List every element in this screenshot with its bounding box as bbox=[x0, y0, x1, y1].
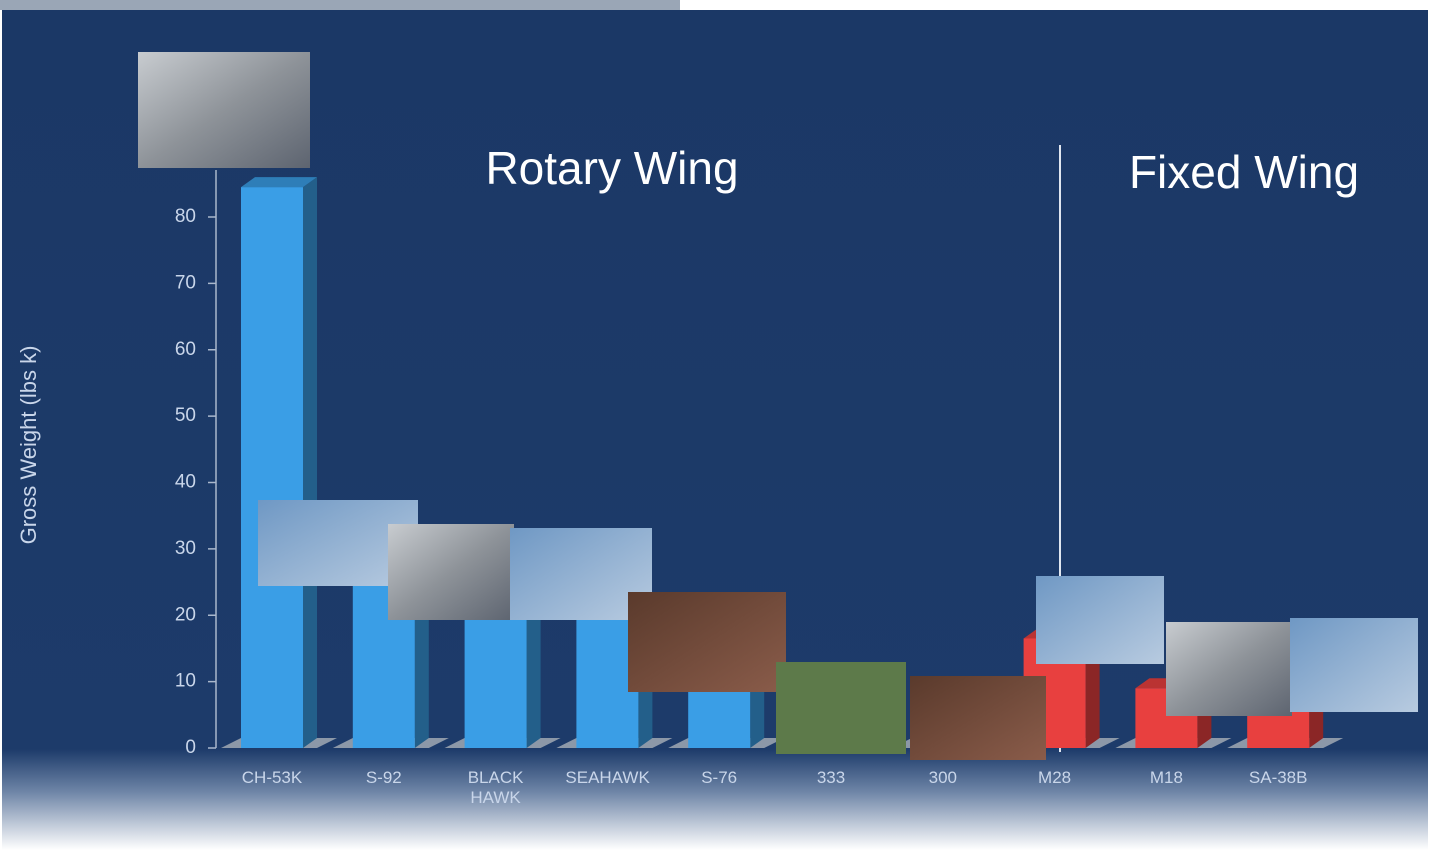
y-tick-label: 50 bbox=[175, 405, 196, 426]
y-tick-label: 60 bbox=[175, 339, 196, 360]
photo bbox=[138, 52, 310, 168]
x-tick-label: S-92 bbox=[342, 768, 426, 788]
photo bbox=[1166, 622, 1292, 716]
top-strip bbox=[0, 0, 680, 10]
y-tick-label: 30 bbox=[175, 538, 196, 559]
photo bbox=[628, 592, 786, 692]
photo bbox=[1036, 576, 1164, 664]
x-tick-label: M28 bbox=[1013, 768, 1097, 788]
x-tick-label: S-76 bbox=[677, 768, 761, 788]
y-tick-label: 10 bbox=[175, 671, 196, 692]
section-title: Fixed Wing bbox=[1129, 146, 1359, 198]
photo bbox=[388, 524, 514, 620]
page: 0 10 20 30 40 50 60 70 80 Rotary Wing Fixed Wing… bbox=[0, 0, 1435, 859]
y-tick-label: 20 bbox=[175, 604, 196, 625]
x-tick-label: SEAHAWK bbox=[565, 768, 649, 788]
y-tick-label: 0 bbox=[185, 737, 196, 758]
x-tick-label: 333 bbox=[789, 768, 873, 788]
y-tick-label: 40 bbox=[175, 472, 196, 493]
x-tick-label: SA-38B bbox=[1236, 768, 1320, 788]
x-tick-label: 300 bbox=[901, 768, 985, 788]
y-axis-label: Gross Weight (lbs k) bbox=[16, 346, 41, 545]
photo bbox=[910, 676, 1046, 760]
y-tick-label: 70 bbox=[175, 272, 196, 293]
bar bbox=[241, 187, 303, 748]
photo bbox=[1290, 618, 1418, 712]
photo bbox=[776, 662, 906, 754]
x-tick-label: CH-53K bbox=[230, 768, 314, 788]
y-tick-label: 80 bbox=[175, 206, 196, 227]
bar bbox=[465, 602, 527, 748]
bar-side bbox=[303, 177, 317, 748]
x-tick-label: M18 bbox=[1124, 768, 1208, 788]
section-title: Rotary Wing bbox=[485, 142, 738, 194]
x-tick-label: BLACK HAWK bbox=[454, 768, 538, 808]
chart: 0 10 20 30 40 50 60 70 80 Rotary Wing Fixed Wing… bbox=[0, 0, 1435, 859]
